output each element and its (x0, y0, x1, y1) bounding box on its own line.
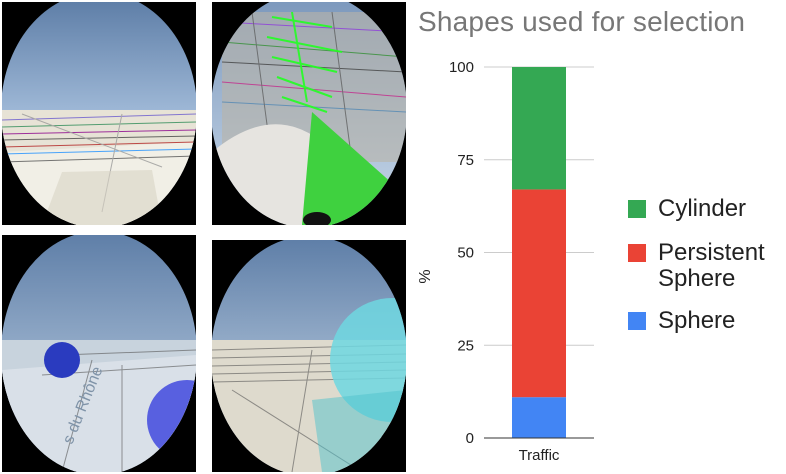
legend-item: Cylinder (628, 196, 746, 222)
bar-segment-sphere (512, 397, 566, 438)
screenshot-city-overview (2, 2, 196, 225)
screenshot-cylinder-selection (212, 2, 406, 225)
legend-swatch (628, 200, 646, 218)
y-axis-label: % (417, 269, 434, 283)
chart-title: Shapes used for selection (418, 6, 746, 37)
y-tick-label: 75 (457, 152, 474, 169)
legend-label: Cylinder (658, 195, 747, 222)
bars (512, 67, 566, 438)
stacked-bar-chart: 0 25 50 75 100 Traffic % (417, 59, 594, 464)
bar-segment-cylinder (512, 67, 566, 190)
x-axis-ticks: Traffic (519, 447, 560, 464)
legend-label: Sphere (658, 307, 736, 334)
legend-swatch (628, 244, 646, 262)
screenshot-persistent-sphere-selection (212, 240, 406, 472)
x-tick-label: Traffic (519, 447, 560, 464)
y-tick-label: 0 (466, 430, 474, 447)
screenshot-sphere-selection: s du Rhône (2, 235, 196, 472)
y-tick-label: 50 (457, 245, 474, 262)
legend-item: Persistent Sphere (628, 240, 765, 292)
legend-item: Sphere (628, 308, 735, 334)
bar-segment-persistent-sphere (512, 189, 566, 398)
legend-label: Persistent Sphere (658, 239, 765, 292)
y-axis-ticks: 0 25 50 75 100 (449, 59, 474, 447)
y-tick-label: 25 (457, 337, 474, 354)
y-tick-label: 100 (449, 59, 474, 76)
legend-swatch (628, 312, 646, 330)
